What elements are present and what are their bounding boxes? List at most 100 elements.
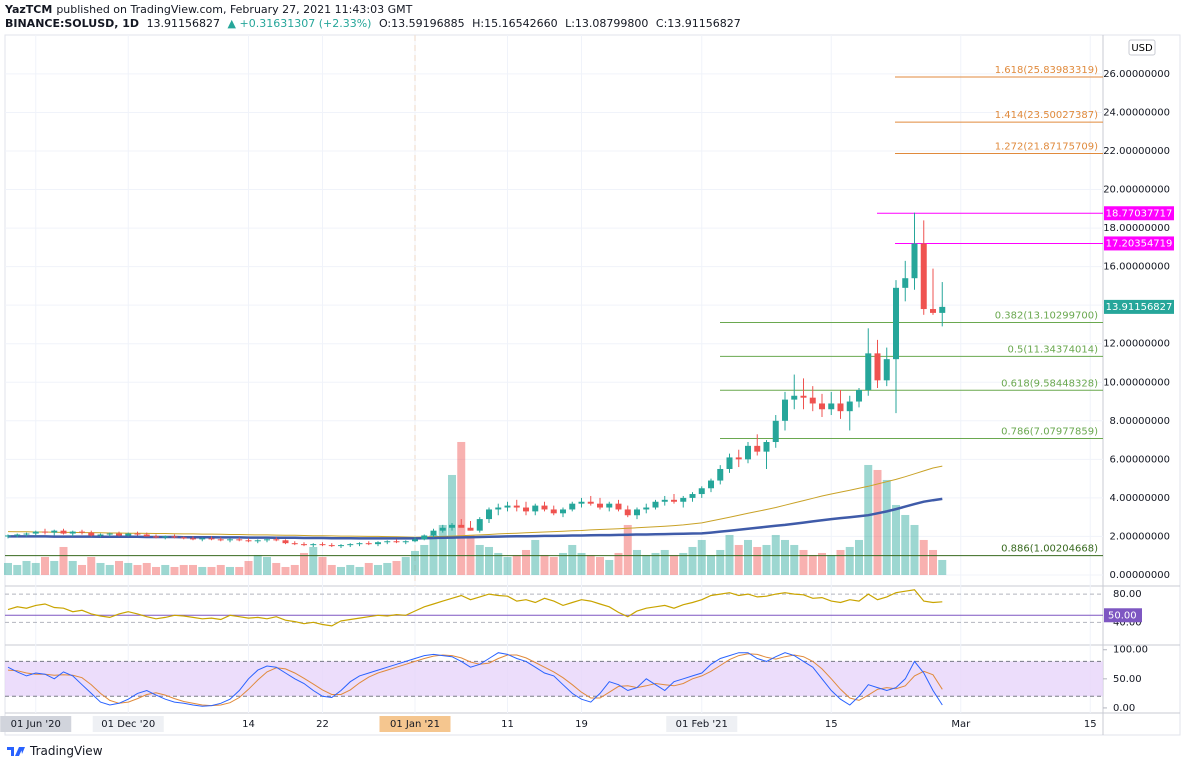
volume-bar <box>318 556 327 575</box>
y-tick-label: 24.00000000 <box>1103 107 1170 118</box>
candle-body <box>930 309 936 313</box>
candle-body <box>523 507 529 512</box>
candle-body <box>254 540 261 542</box>
y-tick-label: 16.00000000 <box>1103 262 1170 273</box>
y-tick-label: 18.00000000 <box>1103 223 1170 234</box>
x-tick-label: 22 <box>316 719 329 730</box>
candle-body <box>874 353 881 381</box>
volume-bar <box>429 534 438 575</box>
candle-body <box>606 503 613 508</box>
candle-body <box>153 536 159 538</box>
candle-body <box>106 533 113 535</box>
y-tick-label: 12.00000000 <box>1103 339 1170 350</box>
candle-body <box>726 457 733 469</box>
candle-body <box>79 531 85 533</box>
candle-body <box>643 507 650 510</box>
symbol: BINANCE:SOLUSD, 1D <box>5 17 140 30</box>
volume-bar <box>531 539 540 575</box>
candle-body <box>513 505 520 508</box>
candle-body <box>134 533 141 535</box>
volume-bar <box>799 549 808 575</box>
published: published on TradingView.com, February 2… <box>56 3 413 16</box>
candle-body <box>893 287 899 360</box>
volume-bar <box>540 554 549 575</box>
candle-body <box>865 353 872 390</box>
volume-bar <box>355 566 364 575</box>
candle-body <box>541 505 548 510</box>
volume-bar <box>216 564 225 575</box>
fib-label: 0.382(13.10299700) <box>995 310 1098 321</box>
stoch-tick-label: 0.00 <box>1113 703 1135 714</box>
volume-bar <box>115 560 123 575</box>
volume-bar <box>485 546 493 575</box>
candle-body <box>708 480 714 489</box>
ohlc-high: H:15.16542660 <box>472 17 558 30</box>
x-label-box <box>379 716 451 732</box>
candle-body <box>578 501 585 504</box>
candle-body <box>60 530 67 534</box>
candle-body <box>51 530 58 533</box>
fib-label: 0.786(7.07977859) <box>1001 427 1098 438</box>
volume-bar <box>744 539 752 575</box>
candle-body <box>717 468 724 481</box>
volume-bar <box>549 556 558 575</box>
volume-bar <box>374 564 382 575</box>
header-line: YazTCM published on TradingView.com, Febr… <box>5 3 416 16</box>
volume-bar <box>623 524 632 575</box>
candle-body <box>310 544 317 546</box>
volume-bar <box>244 560 253 575</box>
volume-bar <box>161 564 170 575</box>
volume-bar <box>457 441 466 575</box>
x-label-box <box>0 716 72 732</box>
volume-bar <box>300 552 308 575</box>
candle-body <box>661 499 668 502</box>
stoch-k <box>7 652 943 707</box>
candle-body <box>504 505 511 508</box>
volume-bar <box>633 549 641 575</box>
volume-bar <box>290 564 299 575</box>
volume-bar <box>253 554 262 575</box>
y-tick-label: 26.00000000 <box>1103 69 1170 80</box>
x-tick-label: 15 <box>825 719 838 730</box>
candle-body <box>597 503 603 508</box>
volume-bar <box>411 550 419 575</box>
candle-body <box>439 527 446 531</box>
candle-body <box>809 397 816 404</box>
rsi-level-label: 50.00 <box>1108 610 1137 621</box>
candle-body <box>430 530 437 536</box>
candle-body <box>301 544 307 546</box>
candle-body <box>97 534 104 536</box>
x-tick-label: 11 <box>501 719 514 730</box>
candle-body <box>23 533 30 535</box>
candle-body <box>412 539 418 542</box>
candle-body <box>236 539 243 541</box>
price: 13.91156827 <box>146 17 221 30</box>
fib-label: 1.272(21.87175709) <box>995 141 1098 152</box>
volume-bar <box>68 560 77 575</box>
candle-body <box>652 501 659 508</box>
candle-body <box>199 538 206 540</box>
candle-body <box>819 403 825 410</box>
ohlc-low: L:13.08799800 <box>565 17 649 30</box>
change: ▲ +0.31631307 (+2.33%) <box>227 17 372 30</box>
rsi-tick-label: 80.00 <box>1113 589 1142 600</box>
x-tick-label: 01 Feb '21 <box>676 719 728 730</box>
candle-body <box>282 540 289 544</box>
volume-bar <box>855 539 863 575</box>
volume-bar <box>152 566 160 575</box>
candle-body <box>356 543 363 545</box>
candle-body <box>495 507 502 510</box>
rsi-tick-label: 40.00 <box>1113 617 1142 628</box>
volume-bar <box>13 564 22 575</box>
volume-bar <box>281 566 290 575</box>
volume-bar <box>845 546 854 575</box>
candle-body <box>328 545 335 547</box>
volume-bar <box>124 562 133 575</box>
volume-bar <box>198 566 207 575</box>
symbol-line: BINANCE:SOLUSD, 1D 13.91156827 ▲ +0.3163… <box>5 17 745 30</box>
rsi-level-box <box>1104 608 1142 623</box>
candle-body <box>800 395 807 398</box>
rsi-line <box>7 589 943 627</box>
candle-body <box>347 544 354 546</box>
